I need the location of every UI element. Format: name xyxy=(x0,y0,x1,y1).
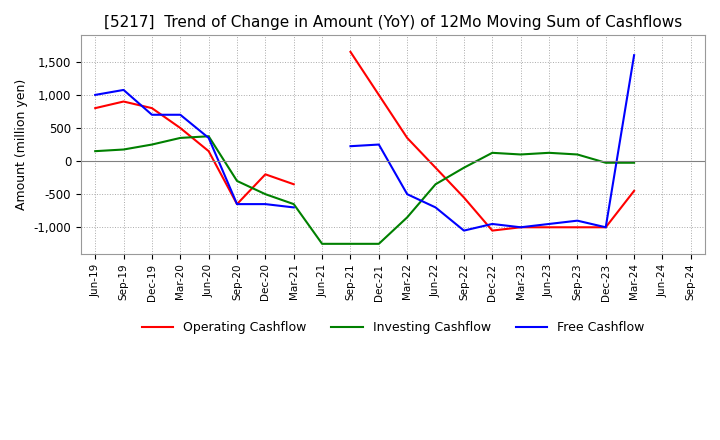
Free Cashflow xyxy=(91,92,99,98)
Investing Cashflow xyxy=(176,135,184,140)
Operating Cashflow xyxy=(261,172,270,177)
Line: Operating Cashflow: Operating Cashflow xyxy=(95,102,294,204)
Free Cashflow xyxy=(233,202,241,207)
Operating Cashflow xyxy=(91,106,99,111)
Investing Cashflow xyxy=(431,182,440,187)
Free Cashflow xyxy=(148,112,156,117)
Investing Cashflow xyxy=(346,241,355,246)
Investing Cashflow xyxy=(91,149,99,154)
Operating Cashflow xyxy=(233,202,241,207)
Free Cashflow xyxy=(261,202,270,207)
Investing Cashflow xyxy=(204,134,213,139)
Free Cashflow xyxy=(176,112,184,117)
Operating Cashflow xyxy=(120,99,128,104)
Investing Cashflow xyxy=(120,147,128,152)
Investing Cashflow xyxy=(403,215,412,220)
Operating Cashflow xyxy=(176,125,184,131)
Free Cashflow xyxy=(120,87,128,92)
Free Cashflow xyxy=(204,135,213,140)
Investing Cashflow xyxy=(318,241,326,246)
Investing Cashflow xyxy=(233,178,241,183)
Operating Cashflow xyxy=(289,182,298,187)
Y-axis label: Amount (million yen): Amount (million yen) xyxy=(15,79,28,210)
Investing Cashflow xyxy=(573,152,582,157)
Investing Cashflow xyxy=(374,241,383,246)
Title: [5217]  Trend of Change in Amount (YoY) of 12Mo Moving Sum of Cashflows: [5217] Trend of Change in Amount (YoY) o… xyxy=(104,15,682,30)
Legend: Operating Cashflow, Investing Cashflow, Free Cashflow: Operating Cashflow, Investing Cashflow, … xyxy=(137,316,649,339)
Operating Cashflow xyxy=(204,149,213,154)
Investing Cashflow xyxy=(459,165,468,170)
Investing Cashflow xyxy=(630,160,639,165)
Line: Free Cashflow: Free Cashflow xyxy=(95,90,294,207)
Line: Investing Cashflow: Investing Cashflow xyxy=(95,136,634,244)
Investing Cashflow xyxy=(261,191,270,197)
Investing Cashflow xyxy=(516,152,525,157)
Investing Cashflow xyxy=(545,150,554,155)
Investing Cashflow xyxy=(289,202,298,207)
Investing Cashflow xyxy=(601,160,610,165)
Investing Cashflow xyxy=(148,142,156,147)
Investing Cashflow xyxy=(488,150,497,155)
Free Cashflow xyxy=(289,205,298,210)
Operating Cashflow xyxy=(148,106,156,111)
